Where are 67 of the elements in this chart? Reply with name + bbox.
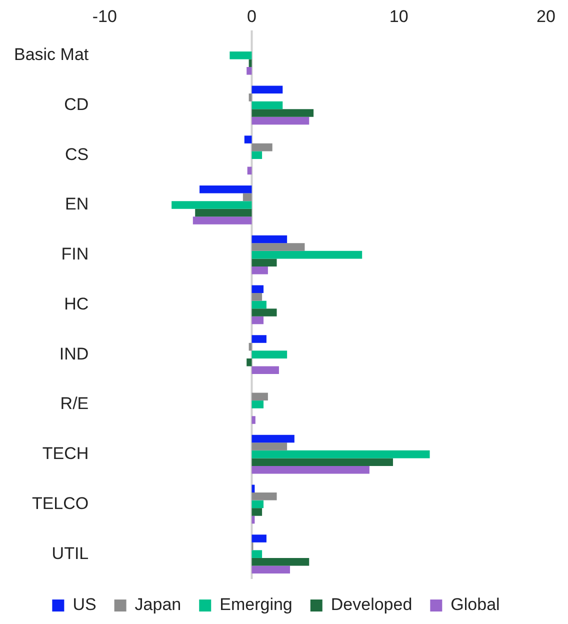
bar [252, 308, 277, 316]
bar [252, 285, 264, 294]
bar [252, 450, 430, 458]
bar [252, 116, 310, 125]
x-tick-label: 0 [247, 6, 256, 26]
bar [252, 143, 272, 152]
bar [252, 566, 290, 574]
legend-label: Developed [330, 595, 412, 614]
y-tick-label: EN [65, 194, 89, 214]
x-tick-label: -10 [92, 6, 117, 26]
bar [252, 250, 362, 259]
bar [252, 442, 288, 450]
bar [252, 86, 283, 94]
bar [252, 400, 264, 408]
bar [252, 266, 268, 274]
bar [252, 109, 314, 117]
bar [252, 550, 262, 558]
bar [230, 51, 252, 60]
bar [252, 258, 277, 266]
bar [200, 186, 252, 194]
bar [246, 358, 252, 366]
y-tick-label: CD [64, 94, 89, 114]
bar [252, 458, 393, 466]
y-tick-label: CS [65, 144, 89, 164]
bar [252, 101, 283, 110]
legend-label: Japan [134, 595, 182, 614]
bar [192, 216, 252, 224]
bar [252, 500, 264, 508]
y-tick-label: FIN [61, 244, 89, 264]
bar [252, 335, 266, 343]
y-tick-label: R/E [60, 394, 89, 414]
bar [172, 201, 252, 209]
bar [252, 350, 288, 358]
bar [195, 208, 252, 217]
legend-label: US [72, 595, 96, 614]
y-tick-label: HC [64, 294, 89, 314]
bar [252, 366, 279, 374]
y-tick-label: IND [59, 344, 89, 364]
bar [248, 59, 252, 68]
bar [252, 534, 266, 542]
bar [252, 392, 268, 401]
legend-label: Global [450, 595, 500, 614]
bar [252, 466, 370, 474]
bar [252, 558, 310, 566]
bar [244, 136, 252, 144]
legend-label: Emerging [220, 595, 292, 614]
y-tick-label: UTIL [52, 544, 89, 563]
bar [248, 342, 252, 351]
bar [252, 416, 256, 424]
bar [252, 508, 262, 516]
x-tick-label: 20 [536, 6, 556, 26]
bar [252, 300, 266, 309]
bar [247, 166, 252, 175]
bar [252, 243, 305, 251]
y-tick-label: TECH [42, 444, 89, 464]
bar [252, 293, 262, 301]
x-tick-label: 10 [389, 6, 408, 26]
bar [252, 316, 264, 324]
bar [242, 193, 252, 202]
bar [252, 151, 262, 159]
y-tick-label: TELCO [32, 494, 89, 513]
bar [246, 67, 252, 75]
bar [248, 94, 252, 102]
bar [252, 235, 288, 244]
bar [252, 434, 294, 443]
bar [252, 492, 277, 500]
y-tick-label: Basic Mat [14, 45, 89, 64]
